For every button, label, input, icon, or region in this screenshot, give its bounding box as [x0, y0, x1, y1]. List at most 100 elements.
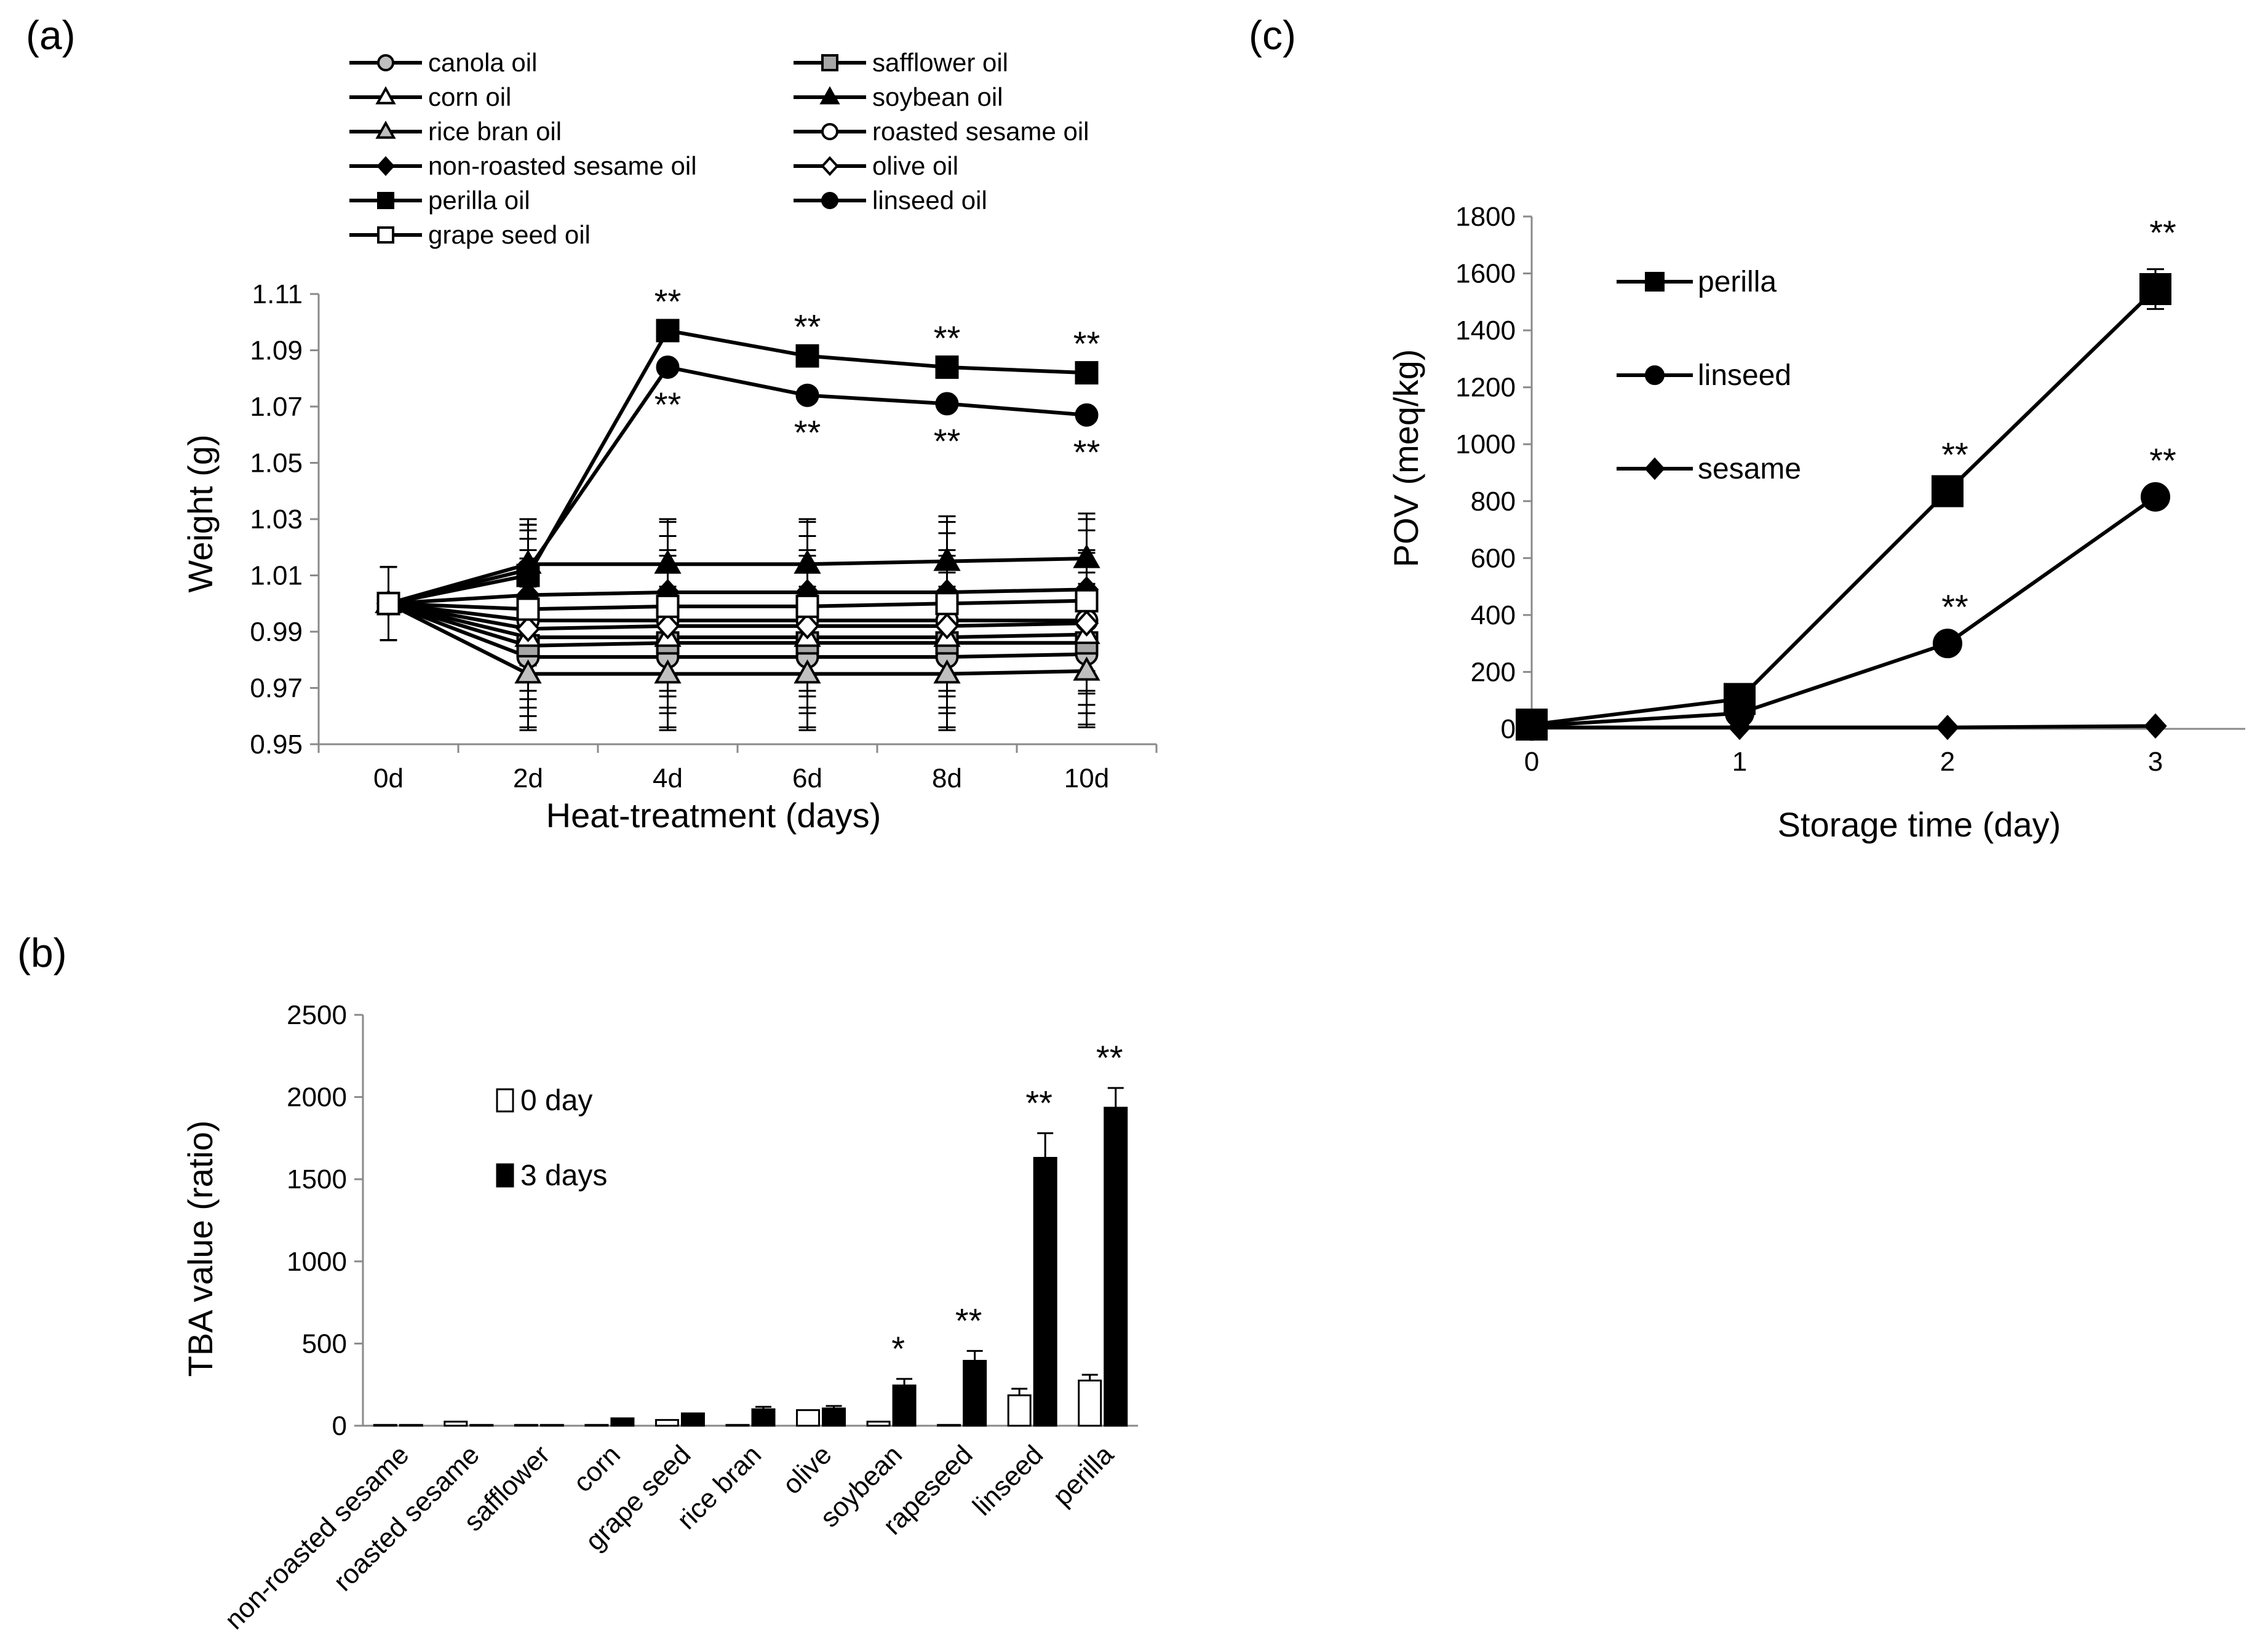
panel-a-point-linseed-oil	[656, 355, 680, 379]
panel-a-y-tick-label: 0.95	[250, 729, 303, 760]
panel-c-legend-label-perilla: perilla	[1698, 266, 1777, 298]
panel-a-point-grape-seed-oil	[516, 597, 540, 621]
panel-b-y-tick-label: 0	[332, 1411, 347, 1441]
panel-c-y-tick-label: 600	[1471, 543, 1516, 573]
panel-a-point-soybean-oil	[794, 549, 821, 574]
panel-a-significance-mark: **	[1073, 433, 1100, 472]
panel-a-significance-mark: **	[794, 308, 821, 346]
panel-a-point-linseed-oil	[795, 383, 819, 407]
panel-c-x-tick-label: 2	[1940, 747, 1955, 777]
panel-a-series-line-perilla-oil	[388, 328, 1087, 606]
panel-a-point-olive-oil	[934, 613, 960, 640]
panel-c-y-tick-label: 1200	[1455, 373, 1516, 403]
panel-a-point-olive-oil	[515, 615, 541, 643]
panel-label-b: (b)	[17, 930, 67, 975]
panel-b-x-tick-label: linseed	[967, 1439, 1049, 1521]
panel-b-legend-swatch-0-day	[496, 1088, 514, 1113]
panel-a-point-olive-oil	[1074, 610, 1099, 637]
panel-label-a: (a)	[26, 12, 76, 58]
panel-a-legend-marker-non-roasted-sesame-oil	[376, 156, 395, 177]
panel-b-bar-3-days	[1033, 1156, 1057, 1427]
panel-a-point-perilla-oil	[935, 355, 959, 379]
panel-b-significance-mark: *	[891, 1329, 905, 1368]
panel-b-bar-0-day	[514, 1424, 538, 1427]
panel-b-legend-swatch-3-days	[496, 1163, 514, 1188]
panel-label-c: (c)	[1249, 12, 1296, 58]
panel-b-y-tick-label: 1000	[287, 1247, 347, 1277]
panel-c-legend-marker-linseed	[1645, 365, 1665, 385]
panel-c-y-tick-label: 200	[1471, 657, 1516, 687]
panel-b-bar-0-day	[655, 1419, 679, 1427]
panel-a-legend-label-safflower-oil: safflower oil	[872, 48, 1008, 77]
panel-a-series-line-grape-seed-oil	[388, 598, 1087, 611]
panel-a-point-olive-oil	[655, 613, 680, 640]
panel-c-legend-label-sesame: sesame	[1698, 453, 1801, 485]
panel-c-significance-mark: **	[2149, 213, 2176, 252]
panel-c-point-perilla	[1932, 475, 1964, 507]
panel-a-legend: canola oil safflower oil corn oil soybean o…	[349, 48, 1089, 249]
panel-a-point-rice-bran-oil	[514, 659, 542, 684]
panel-b-bar-0-day	[444, 1420, 468, 1427]
panel-b-x-tick-label: olive	[777, 1439, 838, 1500]
panel-c-legend-label-linseed: linseed	[1698, 359, 1791, 392]
panel-b-bar-3-days	[1104, 1107, 1128, 1427]
panel-c-point-sesame	[1520, 715, 1543, 741]
panel-a-legend-marker-corn-oil	[375, 86, 396, 105]
panel-c-series-line-linseed	[1531, 495, 2157, 728]
panel-a-point-perilla-oil	[795, 344, 819, 368]
panel-a-point-perilla-oil	[656, 319, 680, 343]
panel-b-bar-3-days	[822, 1407, 846, 1427]
panel-a-legend-label-perilla-oil: perilla oil	[428, 186, 530, 215]
panel-a-y-tick-label: 1.09	[250, 336, 303, 366]
panel-a-point-grape-seed-oil	[935, 592, 959, 616]
panel-b-y-tick-label: 1500	[287, 1164, 347, 1194]
panel-a-y-tick-label: 0.97	[250, 674, 303, 704]
panel-a-point-rice-bran-oil	[933, 659, 961, 684]
panel-a-point-soybean-oil	[933, 547, 961, 571]
panel-b-bar-0-day	[584, 1424, 609, 1427]
panel-a-point-soybean-oil	[654, 549, 682, 574]
panel-b-bar-3-days	[610, 1417, 635, 1427]
panel-a-legend-marker-safflower-oil	[821, 54, 838, 71]
panel-b-legend-label-3-days: 3 days	[520, 1159, 607, 1192]
panel-a-x-tick-label: 10d	[1064, 763, 1109, 793]
panel-c-y-tick-label: 800	[1471, 487, 1516, 517]
panel-a-point-grape-seed-oil	[1075, 589, 1099, 613]
panel-a-y-tick-label: 1.03	[250, 504, 303, 534]
panel-c-y-axis-title: POV (meq/kg)	[1387, 349, 1425, 568]
panel-a-significance-mark: **	[934, 421, 961, 460]
panel-a-y-tick-label: 1.07	[250, 392, 303, 422]
panel-a-legend-marker-grape-seed-oil	[377, 226, 394, 244]
panel-c-point-sesame	[1728, 715, 1751, 741]
panel-a-series-line-roasted-sesame-oil	[388, 602, 1087, 622]
panel-a-point-perilla-oil	[1075, 361, 1099, 385]
panel-c-chart: 0 200 400 600 800 1000 1200 1400 1600 1800 0 1 2 3 **…	[1387, 202, 2245, 844]
panel-c-point-linseed	[2141, 482, 2170, 512]
panel-c-series-line-sesame	[1532, 724, 2156, 729]
panel-a-legend-marker-linseed-oil	[821, 192, 838, 209]
panel-c-significance-mark: **	[2149, 441, 2176, 480]
panel-a-significance-mark: **	[655, 282, 682, 320]
panel-b-bar-3-days	[539, 1424, 564, 1427]
panel-a-legend-marker-soybean-oil	[819, 86, 840, 105]
panel-c-point-sesame	[2144, 713, 2167, 739]
panel-a-point-rice-bran-oil	[1073, 656, 1100, 681]
panel-a-y-axis-title: Weight (g)	[181, 434, 220, 592]
panel-a-plot: ** ** ** ** ** ** ** **	[375, 282, 1100, 731]
panel-a-point-olive-oil	[795, 613, 820, 640]
panel-a-point-grape-seed-oil	[376, 592, 400, 616]
panel-a-chart: canola oil safflower oil corn oil soybean o…	[181, 48, 1158, 835]
panel-a-point-rice-bran-oil	[654, 659, 682, 684]
panel-c-point-perilla	[2139, 273, 2171, 306]
panel-a-point-rice-bran-oil	[794, 659, 821, 684]
panel-c-significance-mark: **	[1941, 587, 1968, 626]
panel-a-significance-mark: **	[1073, 324, 1100, 363]
panel-a-x-tick-label: 2d	[513, 763, 543, 793]
panel-c-legend-marker-sesame	[1644, 457, 1665, 480]
panel-c-x-axis-title: Storage time (day)	[1778, 805, 2061, 844]
panel-a-legend-label-soybean-oil: soybean oil	[872, 82, 1003, 111]
panel-c-y-tick-label: 0	[1501, 714, 1516, 744]
panel-b-bar-0-day	[866, 1420, 891, 1427]
